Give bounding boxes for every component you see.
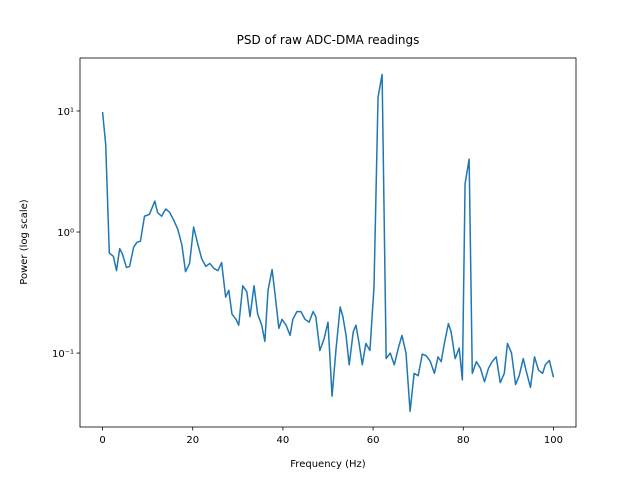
y-tick-label: 10⁰ — [57, 228, 74, 239]
x-tick-label: 80 — [457, 435, 470, 446]
x-tick-label: 0 — [99, 435, 105, 446]
y-tick-label: 10⁻¹ — [52, 349, 74, 360]
x-tick-label: 60 — [367, 435, 380, 446]
chart-title: PSD of raw ADC-DMA readings — [237, 33, 420, 47]
x-axis-label: Frequency (Hz) — [290, 459, 366, 470]
x-tick-label: 100 — [544, 435, 563, 446]
plot-frame — [79, 57, 577, 428]
data-line — [101, 73, 555, 413]
y-axis-label: Power (log scale) — [19, 199, 30, 285]
x-tick-label: 20 — [186, 435, 199, 446]
x-tick-label: 40 — [277, 435, 290, 446]
y-tick-label: 10¹ — [57, 107, 74, 118]
